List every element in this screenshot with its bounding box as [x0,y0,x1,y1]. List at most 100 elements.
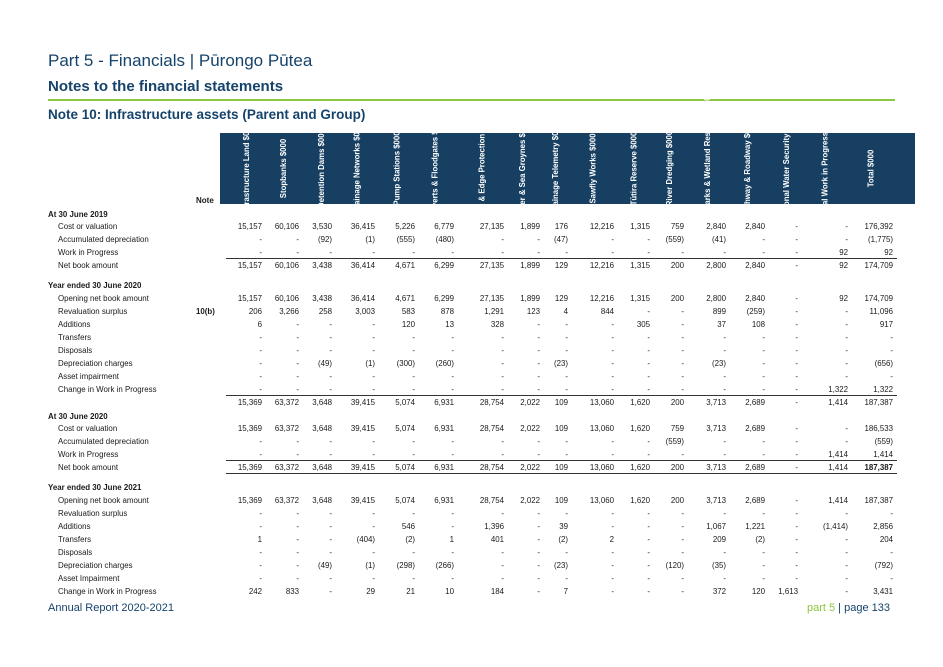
row-label: Work in Progress [58,248,119,257]
table-row: Asset impairment - - - - - - - - - - - - - - - - - [0,370,943,383]
column-header: Regional Parks & Wetland Reserves $000 [694,92,720,245]
row-label: Revaluation surplus [58,509,128,518]
section-heading: At 30 June 2019 [48,210,108,219]
cell-value: 3,431 [873,587,893,596]
cell-value: 129 [554,261,568,270]
cell-value: 176 [554,222,568,231]
cell-value: - [795,248,798,257]
cell-value: 1,315 [630,222,650,231]
cell-value: 12,216 [589,294,614,303]
cell-value: - [845,548,848,557]
cell-value: - [611,320,614,329]
cell-value: 372 [712,587,726,596]
cell-value: 1,899 [520,222,540,231]
cell-value: - [681,509,684,518]
cell-value: - [296,248,299,257]
cell-value: 844 [600,307,614,316]
cell-value: 6,931 [434,424,454,433]
table-row: Opening net book amount 15,369 63,372 3,648… [0,494,943,507]
part-title: Part 5 - Financials | Pūrongo Pūtea [48,51,313,70]
cell-value: 15,157 [237,294,262,303]
cell-value: 759 [670,424,684,433]
cell-value: 109 [554,496,568,505]
row-label: Cost or valuation [58,222,118,231]
cell-value: 60,106 [274,261,299,270]
table-row: Accumulated depreciation - - - - - - - - - - - (559)… [0,435,943,448]
cell-value: - [647,522,650,531]
cell-value: (49) [317,359,332,368]
cell-value: - [762,437,765,446]
cell-value: - [329,587,332,596]
cell-value: 2,689 [745,496,765,505]
cell-value: - [795,385,798,394]
cell-value: - [681,574,684,583]
cell-value: 15,157 [237,261,262,270]
cell-value: 1,899 [520,294,540,303]
column-header-text: Culverts & Floodgates $000 [430,117,440,220]
cell-value: - [259,235,262,244]
cell-value: 3,648 [312,424,332,433]
cell-value: - [762,372,765,381]
cell-value: 3,713 [706,496,726,505]
column-header: Drainage Networks $000 [344,123,370,213]
cell-value: - [681,359,684,368]
cell-value: - [681,333,684,342]
column-header-text: River & Sea Groynes $000 [517,120,527,217]
cell-value: - [611,587,614,596]
cell-value: 200 [670,398,684,407]
footer-report-title: Annual Report 2020-2021 [48,602,174,614]
cell-value: 15,157 [237,222,262,231]
row-label: Cost or valuation [58,424,118,433]
cell-value: 92 [884,248,893,257]
cell-value: 174,709 [864,294,893,303]
column-header-text: Regional Water Security $000 [781,114,791,223]
cell-value: - [681,248,684,257]
cell-value: - [845,359,848,368]
table-row: 15,369 63,372 3,648 39,415 5,074 6,931 28,754 2… [0,396,943,409]
cell-value: - [795,437,798,446]
cell-value: - [681,385,684,394]
cell-value: - [501,248,504,257]
cell-value: - [565,437,568,446]
cell-value: 129 [554,294,568,303]
column-header: River Dredging $000 [657,131,683,206]
column-header: Detention Dams $000 [308,129,334,208]
cell-value: - [565,509,568,518]
cell-value: 92 [839,248,848,257]
cell-value: - [845,235,848,244]
cell-value: - [501,372,504,381]
cell-value: 29 [366,587,375,596]
cell-value: (23) [553,561,568,570]
cell-value: - [565,320,568,329]
cell-value: 242 [248,587,262,596]
cell-value: - [723,248,726,257]
cell-value: 108 [751,320,765,329]
cell-value: - [259,359,262,368]
cell-value: - [372,522,375,531]
cell-value: - [795,320,798,329]
cell-value: 63,372 [274,424,299,433]
section-heading: Year ended 30 June 2020 [48,281,142,290]
cell-value: - [647,561,650,570]
table-row: Net book amount 15,369 63,372 3,648 39,415 5,… [0,461,943,474]
cell-value: - [795,424,798,433]
cell-value: (266) [435,561,454,570]
cell-value: - [565,385,568,394]
cell-value: - [372,574,375,583]
cell-value: - [329,509,332,518]
cell-value: 123 [526,307,540,316]
cell-value: 1,414 [828,463,848,472]
cell-value: - [795,307,798,316]
column-header: Culverts & Floodgates $000 [422,117,448,219]
cell-value: - [647,450,650,459]
cell-value: 7 [563,587,568,596]
cell-value: 27,135 [479,261,504,270]
cell-value: 3,713 [706,463,726,472]
cell-value: - [723,450,726,459]
cell-value: 1,414 [828,398,848,407]
cell-value: 15,369 [237,463,262,472]
cell-value: - [259,548,262,557]
column-header-text: Tūtira Reserve $000 [629,131,639,206]
column-header-text: Drainage Telemetry $000 [551,122,561,215]
cell-value: - [412,385,415,394]
